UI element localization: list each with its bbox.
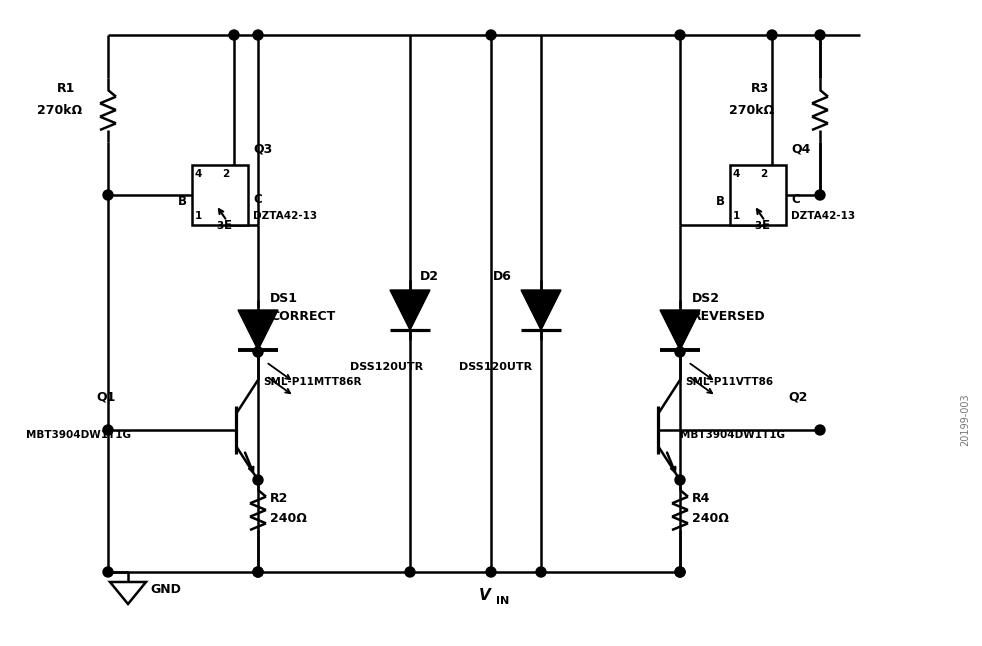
Text: D2: D2: [420, 270, 439, 283]
Text: D6: D6: [493, 270, 512, 283]
Text: SML-P11VTT86: SML-P11VTT86: [685, 377, 773, 387]
Circle shape: [675, 567, 685, 577]
Text: B: B: [716, 195, 725, 208]
Circle shape: [405, 567, 415, 577]
Text: 270kΩ: 270kΩ: [730, 104, 775, 117]
Text: E: E: [762, 219, 770, 232]
Text: MBT3904DW1T1G: MBT3904DW1T1G: [680, 430, 785, 440]
Circle shape: [486, 567, 496, 577]
Text: R4: R4: [692, 492, 710, 505]
Text: 20199-003: 20199-003: [960, 393, 970, 446]
Text: GND: GND: [150, 583, 181, 596]
Text: R3: R3: [751, 82, 769, 95]
Circle shape: [815, 30, 825, 40]
Circle shape: [675, 30, 685, 40]
Circle shape: [253, 30, 263, 40]
Text: IN: IN: [496, 596, 510, 606]
Text: 240Ω: 240Ω: [692, 512, 729, 525]
Circle shape: [253, 475, 263, 485]
Polygon shape: [521, 290, 561, 330]
Text: C: C: [791, 193, 799, 206]
Circle shape: [675, 475, 685, 485]
Text: 1: 1: [195, 211, 202, 221]
Text: 2: 2: [222, 169, 229, 179]
Text: Q4: Q4: [791, 143, 810, 156]
Text: 3: 3: [754, 221, 761, 231]
Text: R2: R2: [270, 492, 289, 505]
Circle shape: [253, 567, 263, 577]
Text: E: E: [224, 219, 232, 232]
Polygon shape: [238, 310, 278, 350]
Text: DS2: DS2: [692, 292, 720, 305]
Text: 240Ω: 240Ω: [270, 512, 306, 525]
Circle shape: [103, 567, 113, 577]
Text: DZTA42-13: DZTA42-13: [253, 211, 317, 221]
Text: B: B: [178, 195, 187, 208]
Text: 2: 2: [760, 169, 767, 179]
Circle shape: [815, 425, 825, 435]
Text: REVERSED: REVERSED: [692, 310, 766, 323]
Bar: [192, 165, 248, 225]
Bar: [730, 165, 786, 225]
Polygon shape: [660, 310, 700, 350]
Circle shape: [486, 30, 496, 40]
Text: DS1: DS1: [270, 292, 298, 305]
Text: MBT3904DW1T1G: MBT3904DW1T1G: [26, 430, 131, 440]
Text: 1: 1: [733, 211, 740, 221]
Text: SML-P11MTT86R: SML-P11MTT86R: [263, 377, 361, 387]
Circle shape: [103, 190, 113, 200]
Circle shape: [767, 30, 777, 40]
Text: CORRECT: CORRECT: [270, 310, 335, 323]
Text: R1: R1: [57, 82, 76, 95]
Circle shape: [253, 347, 263, 357]
Circle shape: [815, 190, 825, 200]
Text: DSS120UTR: DSS120UTR: [350, 362, 423, 372]
Text: DSS120UTR: DSS120UTR: [459, 362, 532, 372]
Text: 4: 4: [733, 169, 740, 179]
Text: Q1: Q1: [96, 390, 115, 403]
Circle shape: [229, 30, 239, 40]
Text: DZTA42-13: DZTA42-13: [791, 211, 855, 221]
Text: 3: 3: [216, 221, 223, 231]
Polygon shape: [390, 290, 430, 330]
Text: Q3: Q3: [253, 143, 272, 156]
Text: 270kΩ: 270kΩ: [37, 104, 82, 117]
Circle shape: [675, 567, 685, 577]
Circle shape: [103, 425, 113, 435]
Text: C: C: [253, 193, 262, 206]
Text: 4: 4: [195, 169, 202, 179]
Circle shape: [253, 567, 263, 577]
Text: Q2: Q2: [789, 390, 808, 403]
Circle shape: [675, 347, 685, 357]
Circle shape: [536, 567, 546, 577]
Text: V: V: [479, 588, 491, 603]
